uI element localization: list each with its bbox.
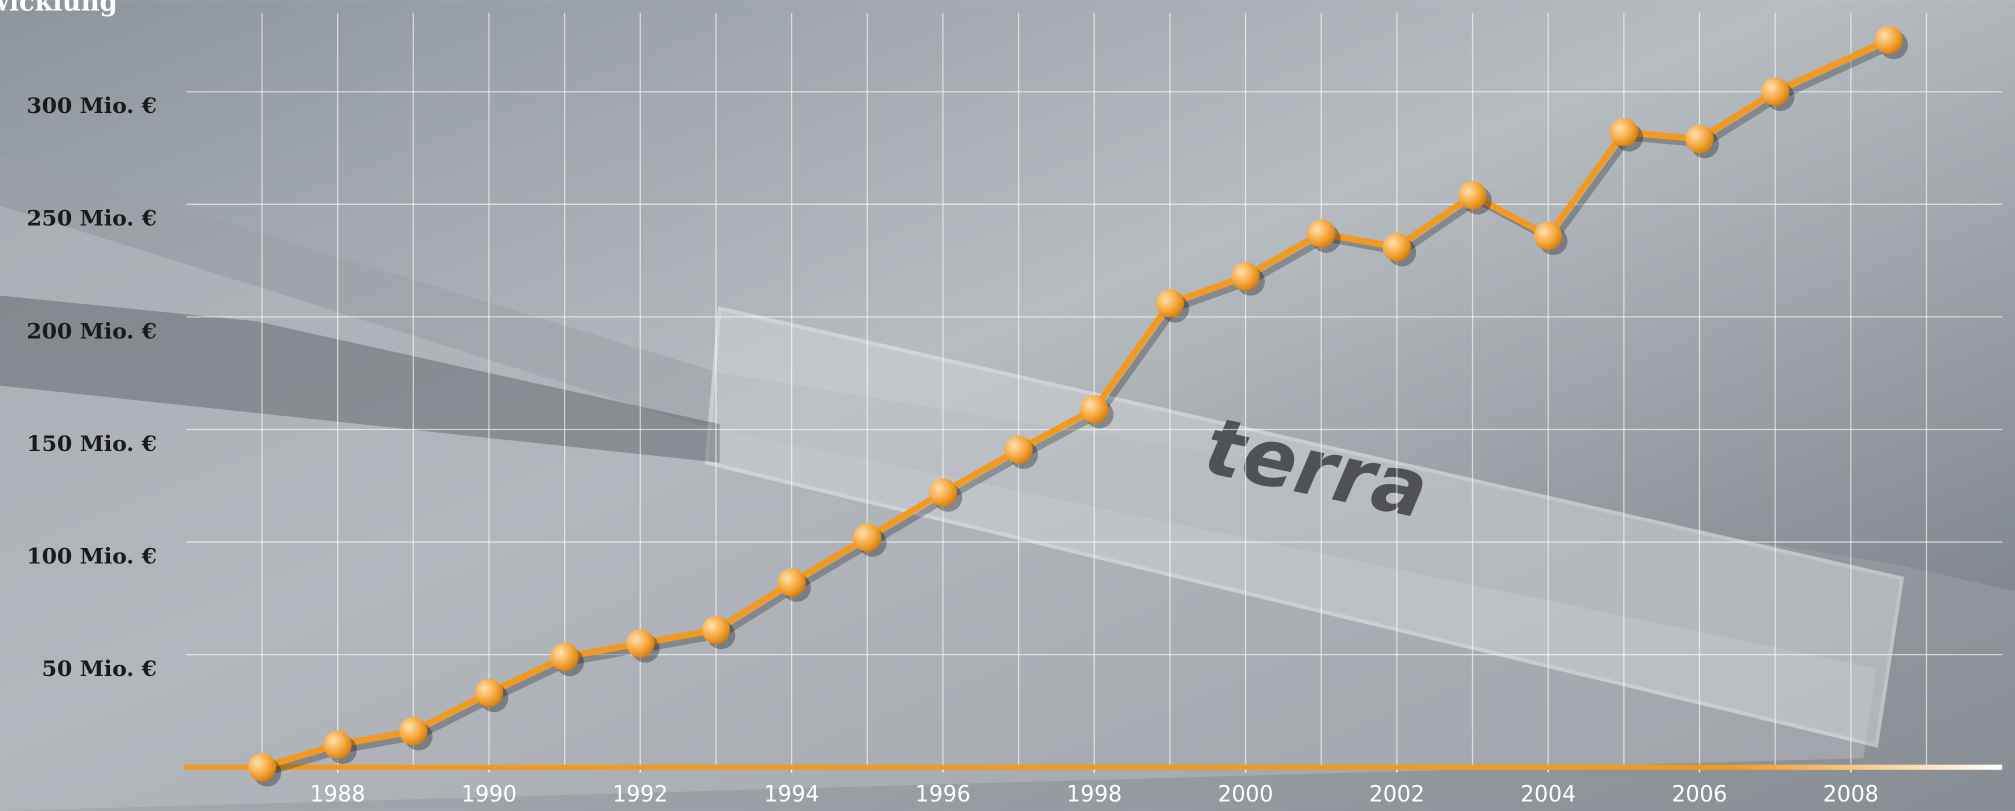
marker xyxy=(1534,222,1562,250)
marker xyxy=(1231,262,1259,290)
y-tick-label: 100 Mio. € xyxy=(27,543,157,569)
y-tick-label: 250 Mio. € xyxy=(27,206,157,232)
marker xyxy=(399,717,427,745)
y-tick-label: 150 Mio. € xyxy=(27,431,157,457)
marker xyxy=(1383,233,1411,261)
marker xyxy=(1156,289,1184,317)
marker xyxy=(475,679,503,707)
chart-title: wicklung xyxy=(0,0,118,17)
marker xyxy=(248,753,276,781)
x-tick-label: 1994 xyxy=(764,783,820,808)
marker xyxy=(929,478,957,506)
marker xyxy=(777,568,805,596)
x-tick-label: 1996 xyxy=(915,783,971,808)
x-tick-label: 2006 xyxy=(1672,783,1728,808)
x-tick-label: 2000 xyxy=(1218,783,1274,808)
marker xyxy=(1685,125,1713,153)
marker xyxy=(1080,395,1108,423)
y-tick-label: 300 Mio. € xyxy=(27,93,157,119)
marker xyxy=(1004,436,1032,464)
chart: terra wicklung 50 Mio. €100 Mio. €150 Mi… xyxy=(0,0,2015,811)
marker xyxy=(626,629,654,657)
x-tick-label: 2004 xyxy=(1520,783,1576,808)
x-tick-label: 1988 xyxy=(310,783,366,808)
x-tick-label: 1998 xyxy=(1066,783,1122,808)
page: {"background_logo": "terra", "chart_data… xyxy=(0,0,2015,811)
marker xyxy=(702,616,730,644)
x-tick-label: 1992 xyxy=(613,783,669,808)
x-axis xyxy=(184,765,2002,770)
x-tick-label: 1990 xyxy=(461,783,517,808)
marker xyxy=(853,523,881,551)
marker xyxy=(1307,219,1335,247)
marker xyxy=(1875,26,1903,54)
marker xyxy=(324,731,352,759)
marker xyxy=(1610,118,1638,146)
marker xyxy=(1458,181,1486,209)
x-tick-label: 2002 xyxy=(1369,783,1425,808)
marker xyxy=(550,643,578,671)
marker xyxy=(1761,78,1789,106)
x-tick-label: 2008 xyxy=(1823,783,1879,808)
y-tick-label: 200 Mio. € xyxy=(27,318,157,344)
y-tick-label: 50 Mio. € xyxy=(42,656,157,682)
